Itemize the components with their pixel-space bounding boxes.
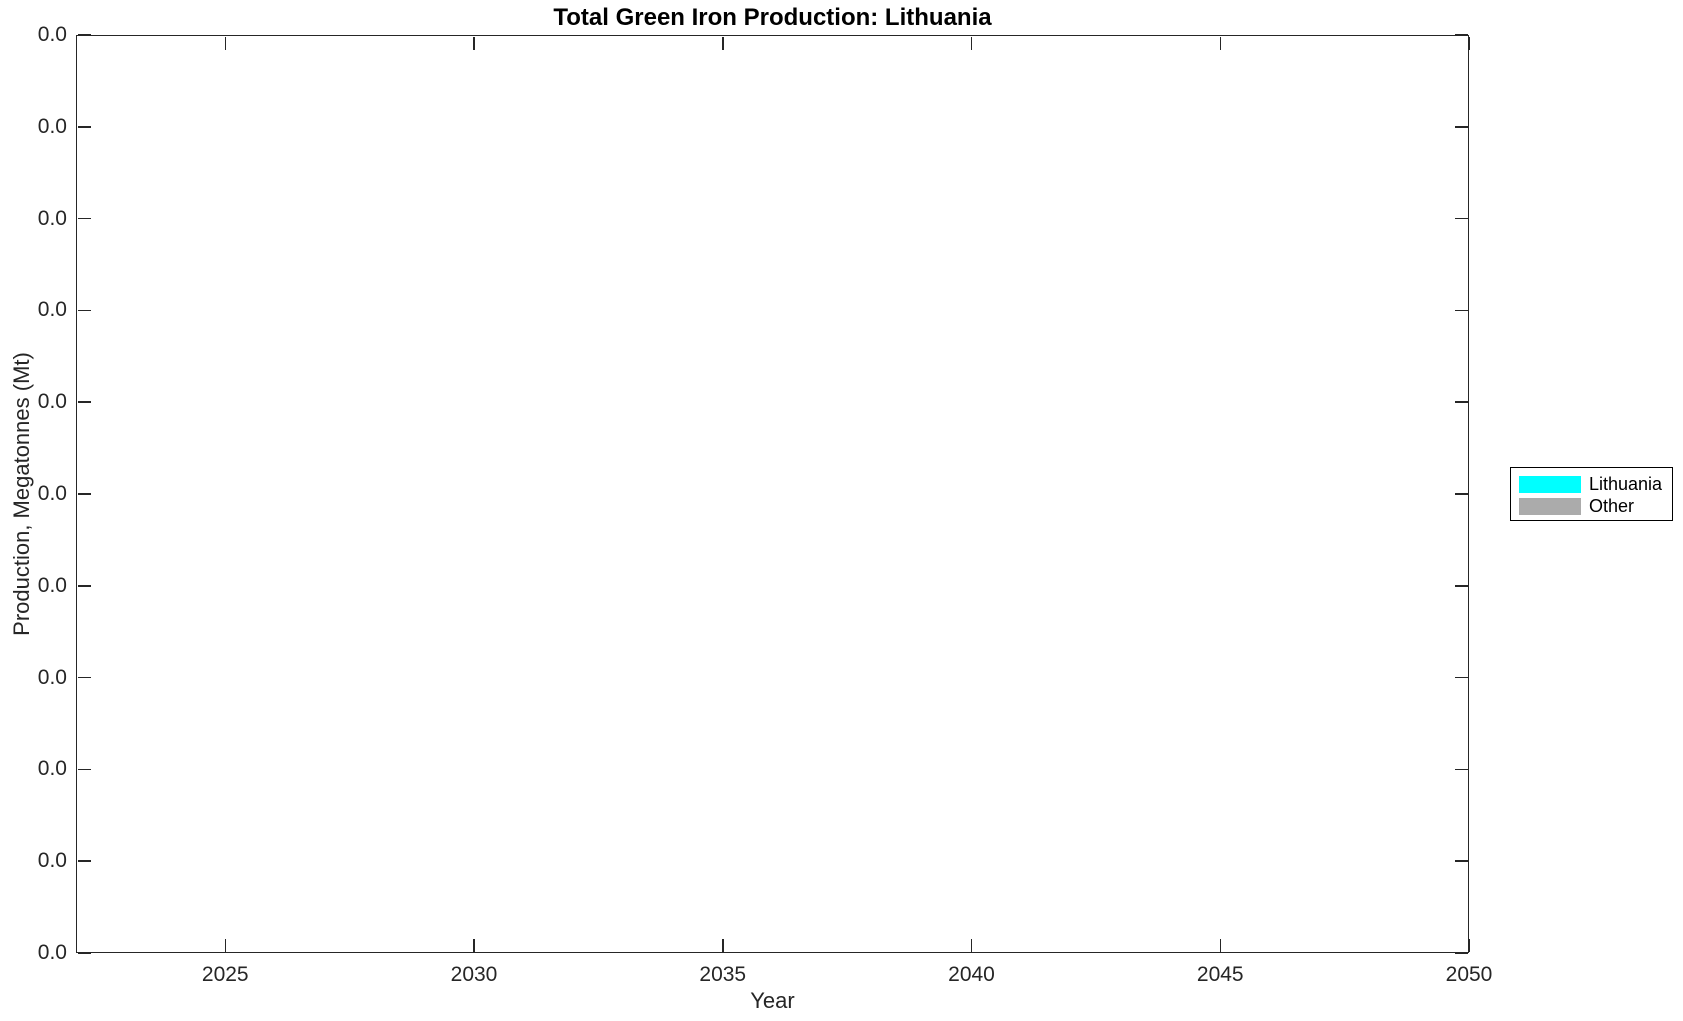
y-tick-label: 0.0 — [37, 23, 67, 46]
x-tick-mark-top — [970, 36, 973, 50]
y-tick-label: 0.0 — [37, 757, 67, 781]
x-tick-mark-top — [722, 36, 724, 50]
x-tick-label: 2025 — [201, 963, 249, 986]
y-tick-label: 0.0 — [37, 849, 67, 873]
x-tick-label: 2035 — [699, 963, 747, 986]
x-tick-label: 2040 — [948, 963, 995, 986]
x-axis-label: Year — [750, 988, 795, 1013]
x-tick-mark — [1219, 938, 1221, 952]
x-tick-mark-top — [473, 36, 475, 50]
y-tick-label: 0.0 — [37, 573, 67, 597]
x-tick-mark — [224, 938, 226, 952]
y-tick-label: 0.0 — [37, 390, 67, 414]
chart-title: Total Green Iron Production: Lithuania — [553, 4, 992, 31]
x-tick-label: 2030 — [450, 963, 498, 986]
x-tick-mark-top — [1468, 36, 1470, 50]
x-tick-label: 2045 — [1196, 963, 1244, 986]
legend-label-other: Other — [1589, 496, 1635, 516]
x-tick-mark — [970, 938, 973, 952]
plot-area — [76, 35, 1469, 953]
y-tick-mark-right — [1454, 768, 1468, 771]
y-tick-label: 0.0 — [37, 941, 67, 964]
legend-swatch-other — [1519, 498, 1581, 515]
y-tick-mark — [77, 676, 91, 679]
y-tick-mark — [77, 585, 91, 587]
x-tick-mark — [473, 938, 475, 952]
legend-label-lithuania: Lithuania — [1589, 474, 1663, 494]
y-tick-mark-right — [1454, 126, 1468, 128]
y-tick-mark-right — [1454, 309, 1468, 312]
y-tick-mark-right — [1454, 585, 1468, 587]
y-tick-mark — [77, 493, 91, 495]
x-tick-mark — [722, 938, 724, 952]
y-tick-label: 0.0 — [37, 206, 67, 230]
y-tick-label: 0.0 — [37, 482, 67, 505]
y-tick-mark — [77, 768, 91, 771]
x-tick-label: 2050 — [1445, 963, 1493, 986]
y-tick-mark — [77, 34, 91, 36]
y-tick-label: 0.0 — [37, 298, 67, 322]
legend-swatch-lithuania — [1519, 476, 1581, 493]
legend-item-lithuania: Lithuania — [1519, 475, 1672, 494]
x-tick-mark-top — [224, 36, 226, 50]
y-tick-mark — [77, 860, 91, 862]
legend-item-other: Other — [1519, 497, 1672, 516]
y-tick-mark — [77, 126, 91, 128]
y-tick-mark-right — [1454, 493, 1468, 495]
y-tick-mark — [77, 401, 91, 403]
y-tick-mark — [77, 217, 91, 220]
y-tick-mark-right — [1454, 676, 1468, 679]
y-tick-mark-right — [1454, 34, 1468, 36]
y-tick-mark-right — [1454, 860, 1468, 862]
y-tick-mark-right — [1454, 401, 1468, 403]
y-tick-mark — [77, 952, 91, 954]
x-tick-mark-top — [1219, 36, 1221, 50]
y-tick-label: 0.0 — [37, 665, 67, 689]
y-tick-mark — [77, 309, 91, 312]
y-tick-mark-right — [1454, 217, 1468, 220]
legend: Lithuania Other — [1510, 467, 1673, 521]
y-tick-label: 0.0 — [37, 114, 67, 138]
y-tick-mark-right — [1454, 952, 1468, 954]
x-tick-mark — [1468, 938, 1470, 952]
